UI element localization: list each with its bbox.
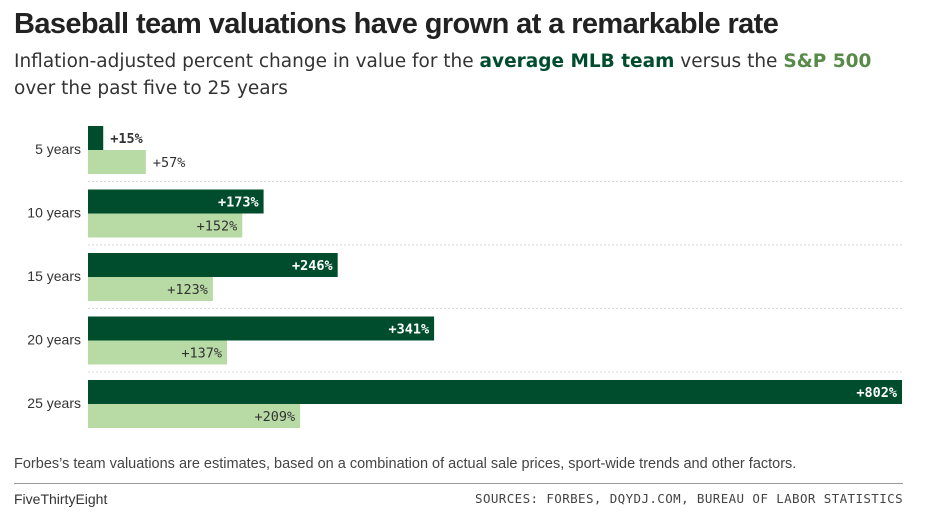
mlb-value-label: +802% — [856, 385, 898, 401]
mlb-bar — [88, 316, 435, 341]
category-label: 20 years — [27, 332, 81, 348]
category-label: 25 years — [27, 395, 81, 411]
category-label: 5 years — [35, 141, 81, 157]
sp500-bar — [88, 404, 301, 428]
brand-logo: FiveThirtyEight — [14, 491, 108, 507]
category-label: 15 years — [27, 268, 81, 284]
mlb-bar — [88, 253, 338, 277]
sp500-value-label: +152% — [197, 219, 238, 235]
mlb-value-label: +246% — [292, 258, 334, 274]
subtitle-text-middle: versus the — [674, 51, 784, 72]
bar-chart: 5 years +15% +57% 10 years +173% +152% 15 year… — [27, 126, 902, 428]
subtitle-mlb-highlight: average MLB team — [479, 51, 675, 72]
chart-subtitle: Inflation-adjusted percent change in val… — [14, 48, 914, 102]
sp500-bar — [88, 340, 228, 365]
sp500-bar — [88, 277, 213, 301]
subtitle-sp500-highlight: S&P 500 — [783, 51, 872, 72]
mlb-value-label: +173% — [218, 195, 260, 211]
subtitle-text-start: Inflation-adjusted percent change in val… — [14, 51, 480, 72]
mlb-bar — [88, 380, 902, 404]
mlb-value-label: +15% — [110, 131, 143, 147]
chart-title: Baseball team valuations have grown at a… — [14, 8, 779, 40]
footnote: Forbes’s team valuations are estimates, … — [14, 456, 797, 472]
sp500-value-label: +209% — [254, 409, 295, 425]
sp500-value-label: +137% — [181, 346, 222, 362]
sp500-bar — [88, 213, 243, 238]
sp500-value-label: +123% — [167, 282, 208, 298]
sources-credit: SOURCES: FORBES, DQYDJ.COM, BUREAU OF LA… — [475, 491, 903, 506]
sp500-value-label: +57% — [153, 155, 186, 171]
category-label: 10 years — [27, 205, 81, 221]
footer-divider — [14, 483, 903, 484]
sp500-bar — [88, 150, 146, 174]
mlb-value-label: +341% — [388, 322, 430, 338]
subtitle-text-end: over the past five to 25 years — [14, 78, 288, 99]
mlb-bar — [88, 189, 264, 214]
mlb-bar — [88, 126, 104, 150]
